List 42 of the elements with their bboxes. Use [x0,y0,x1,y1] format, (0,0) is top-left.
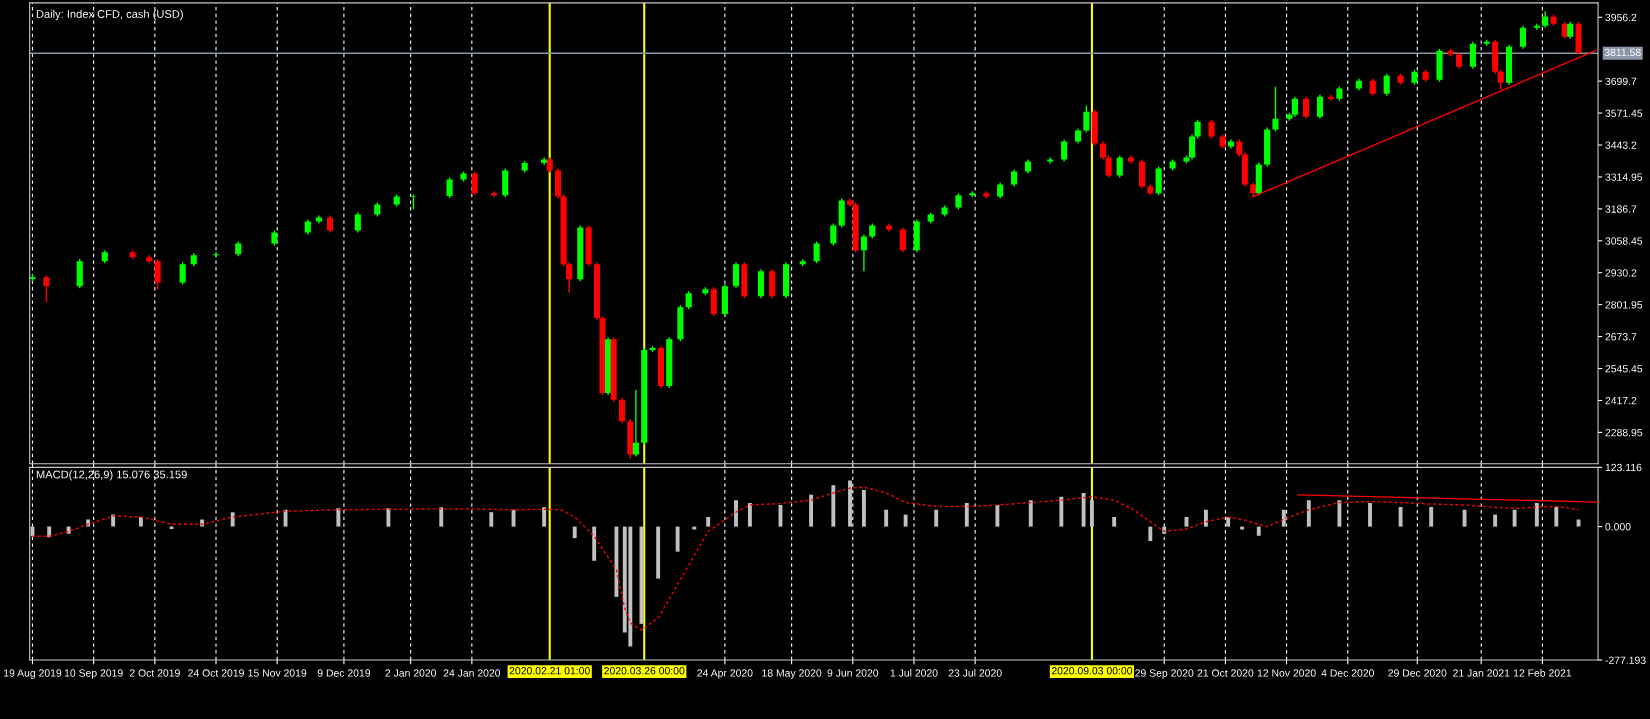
x-tick-label: 12 Nov 2020 [1257,669,1316,677]
y-tick-label: 3571.45 [1605,109,1643,117]
text: Daily: Index CFD, cash (USD) [36,9,183,21]
y-tick-label: 2930.2 [1605,269,1637,277]
x-tick-label: 19 Aug 2019 [4,669,62,679]
x-tick-label: 29 Dec 2020 [1388,669,1447,677]
y-tick-label: -277.193 [1605,656,1646,664]
chart-title: MACD(12,26,9) 15.076 35.159 [36,470,187,481]
x-tick-label: 15 Nov 2019 [248,669,307,677]
ref-line-label: 2020.03.26 00:00 [604,667,685,675]
y-tick-label: 3443.2 [1605,141,1637,149]
y-tick-label: 3699.7 [1605,77,1637,86]
x-tick-label: 12 Feb 2021 [1513,669,1572,677]
x-tick-label: 4 Dec 2020 [1321,669,1374,677]
x-tick-label: 1 Jul 2020 [890,669,938,677]
ref-line-label: 2020.09.03 00:00 [1051,667,1133,675]
x-tick-label: 29 Sep 2020 [1135,669,1194,679]
y-tick-label: 3058.45 [1605,237,1643,245]
x-tick-label: 21 Jan 2021 [1453,669,1510,677]
ref-line-label: 3811.58 [1604,48,1641,57]
x-tick-label: 10 Sep 2019 [64,669,123,679]
y-tick-label: 2545.45 [1605,365,1643,373]
y-tick-label: 2288.95 [1605,428,1643,437]
y-tick-label: 2417.2 [1605,396,1637,405]
y-tick-label: 123.116 [1605,463,1642,472]
ref-line-label: 2020.02.21 01:00 [509,667,590,675]
x-tick-label: 2 Jan 2020 [385,669,437,677]
x-tick-label: 9 Jun 2020 [827,669,879,677]
x-tick-label: 18 May 2020 [762,669,822,679]
x-tick-label: 24 Apr 2020 [697,669,753,679]
x-tick-label: 2 Oct 2019 [129,669,180,677]
y-tick-label: 2801.95 [1605,301,1643,309]
x-tick-label: 9 Dec 2019 [317,669,371,677]
x-tick-label: 23 Jul 2020 [948,669,1002,677]
y-tick-label: 3956.2 [1605,13,1637,22]
x-tick-label: 24 Oct 2019 [188,669,244,677]
y-tick-label: 3314.95 [1605,173,1643,181]
x-tick-label: 24 Jan 2020 [443,669,501,677]
y-tick-label: 3186.7 [1605,205,1637,213]
y-tick-label: 0.000 [1605,523,1631,531]
y-tick-label: 2673.7 [1605,333,1637,341]
x-tick-label: 21 Oct 2020 [1197,669,1254,677]
